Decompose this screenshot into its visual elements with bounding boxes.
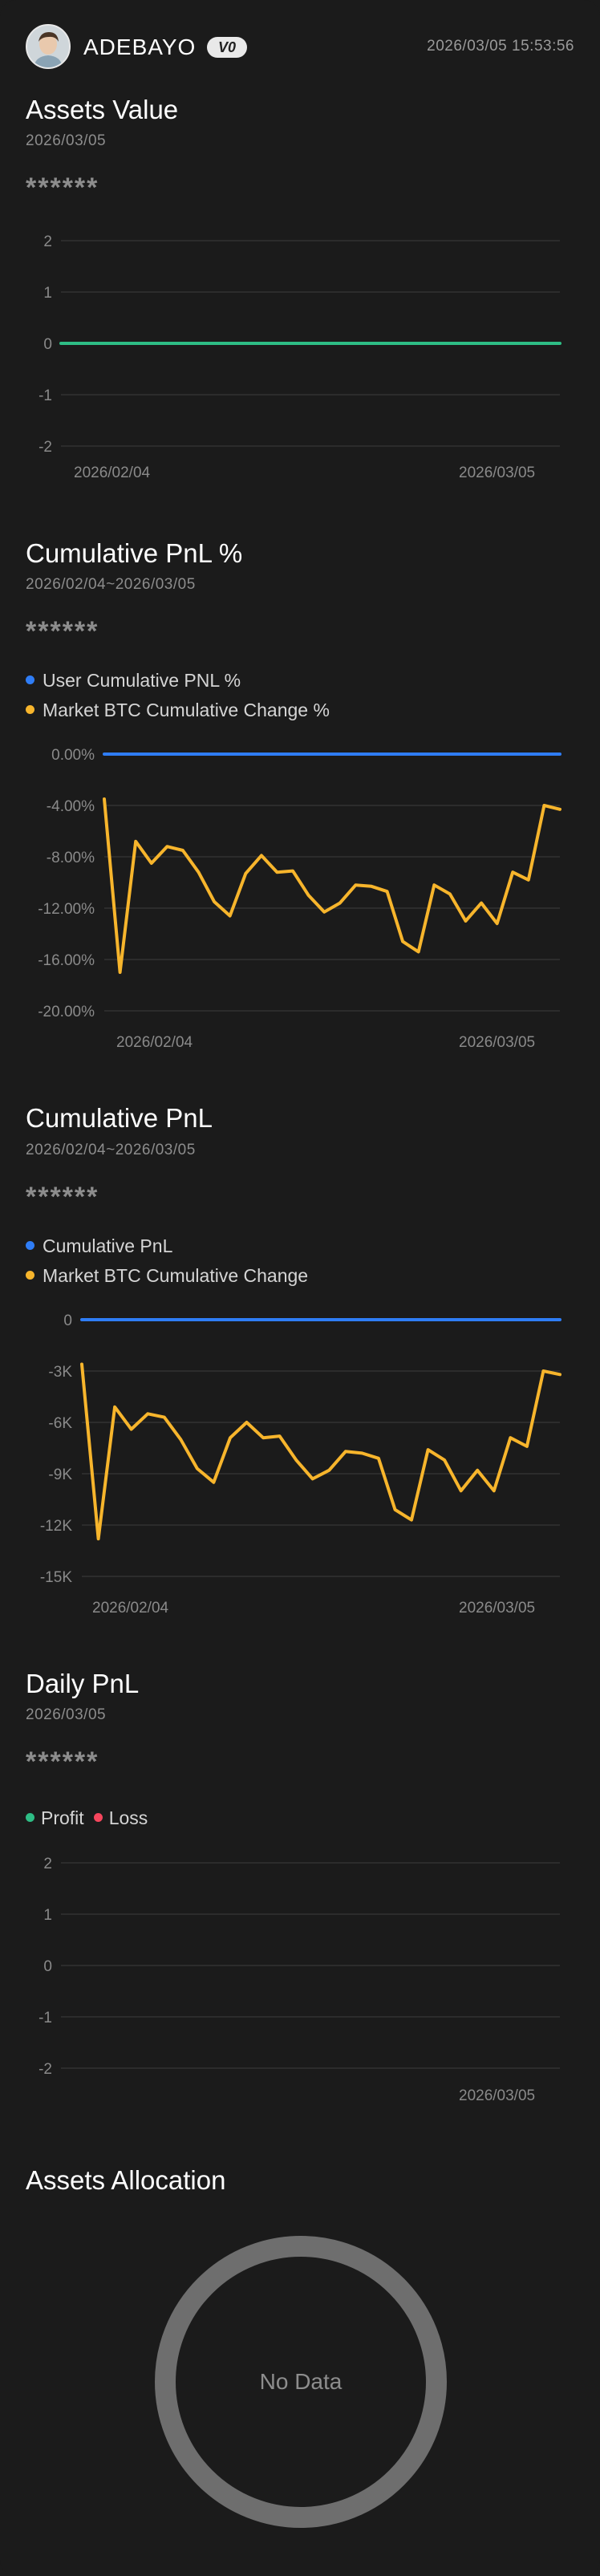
y-tick-label: 1 [43,1907,52,1924]
x-tick-label: 2026/03/05 [459,464,535,481]
daily-pnl-chart: 2 1 0 -1 -2 2026/03/05 [39,1856,560,2104]
avatar[interactable] [26,24,71,69]
x-tick-label: 2026/02/04 [74,464,151,481]
x-tick-label: 2026/02/04 [92,1600,169,1617]
cum-pnl-pct-title: Cumulative PnL % [26,538,243,568]
y-tick-label: -9K [48,1466,72,1483]
y-tick-label: -2 [39,439,52,456]
legend-item-profit[interactable]: Profit [26,1803,84,1833]
snapshot-datetime: 2026/03/05 15:53:56 [427,38,574,55]
legend-dot [26,675,34,685]
cum-pnl-masked: ****** [26,1182,99,1212]
daily-pnl-title: Daily PnL [26,1669,140,1698]
y-tick-label: 0.00% [51,747,95,764]
legend-item-user-pnl-pct[interactable]: User Cumulative PNL % [26,666,330,696]
y-tick-label: -2 [39,2061,52,2078]
legend-item-cum-pnl[interactable]: Cumulative PnL [26,1231,308,1261]
y-tick-label: -6K [48,1415,72,1432]
series-line-1 [103,797,561,974]
header: ADEBAYO V0 2026/03/05 15:53:56 [26,24,574,72]
assets-value-masked: ****** [26,172,99,203]
y-tick-label: -1 [39,2010,52,2026]
cum-pnl-pct-legend: User Cumulative PNL % Market BTC Cumulat… [26,666,330,725]
no-data-label: No Data [259,2369,343,2394]
vip-badge: V0 [207,37,247,58]
y-tick-label: 0 [63,1312,72,1329]
assets-value-date: 2026/03/05 [26,132,107,149]
daily-pnl-legend: Profit Loss [26,1803,157,1833]
y-tick-label: -15K [40,1569,72,1586]
legend-label: Market BTC Cumulative Change % [43,700,330,720]
legend-label: Loss [108,1807,148,1828]
y-tick-label: -3K [48,1364,72,1381]
y-tick-label: 1 [43,285,52,302]
legend-dot [26,705,34,715]
cum-pnl-date-range: 2026/02/04~2026/03/05 [26,1142,196,1158]
cum-pnl-pct-chart: 0.00% -4.00% -8.00% -12.00% -16.00% -20.00% 20… [38,747,561,1051]
y-tick-label: -12.00% [38,901,95,918]
cum-pnl-chart: 0 -3K -6K -9K -12K -15K 2026/02/04 2026/03/05 [40,1312,561,1617]
legend-label: Profit [41,1807,84,1828]
username: ADEBAYO [83,34,197,59]
y-tick-label: -8.00% [47,850,95,866]
assets-value-chart: 2 1 0 -1 -2 2026/02/04 2026/03/05 [39,233,561,481]
daily-pnl-masked: ****** [26,1746,99,1777]
y-tick-label: 0 [43,1958,52,1975]
y-tick-label: -4.00% [47,798,95,815]
y-tick-label: 0 [43,336,52,353]
legend-item-market-btc-pct[interactable]: Market BTC Cumulative Change % [26,696,330,725]
y-tick-label: -12K [40,1518,72,1535]
legend-dot [26,1271,34,1280]
cum-pnl-pct-date-range: 2026/02/04~2026/03/05 [26,576,196,593]
cum-pnl-pct-masked: ****** [26,616,99,647]
y-tick-label: -16.00% [38,952,95,969]
x-tick-label: 2026/03/05 [459,1600,535,1617]
assets-value-title: Assets Value [26,95,179,124]
daily-pnl-date: 2026/03/05 [26,1706,107,1723]
y-tick-label: -1 [39,387,52,404]
legend-dot [93,1813,103,1823]
assets-allocation-title: Assets Allocation [26,2165,226,2195]
y-tick-label: 2 [43,1856,52,1872]
x-tick-label: 2026/03/05 [459,1034,535,1051]
legend-item-market-btc[interactable]: Market BTC Cumulative Change [26,1261,308,1291]
y-tick-label: -20.00% [38,1004,95,1020]
y-tick-label: 2 [43,233,52,250]
cum-pnl-legend: Cumulative PnL Market BTC Cumulative Cha… [26,1231,308,1291]
series-line-1 [80,1362,561,1541]
legend-label: Cumulative PnL [43,1235,173,1256]
cum-pnl-title: Cumulative PnL [26,1103,213,1133]
legend-label: Market BTC Cumulative Change [43,1265,309,1286]
legend-dot [26,1241,34,1251]
legend-label: User Cumulative PNL % [43,670,241,691]
x-tick-label: 2026/02/04 [116,1034,193,1051]
x-tick-label: 2026/03/05 [459,2087,535,2104]
legend-dot [26,1813,34,1823]
legend-item-loss[interactable]: Loss [93,1803,148,1833]
avatar-image [27,26,69,67]
